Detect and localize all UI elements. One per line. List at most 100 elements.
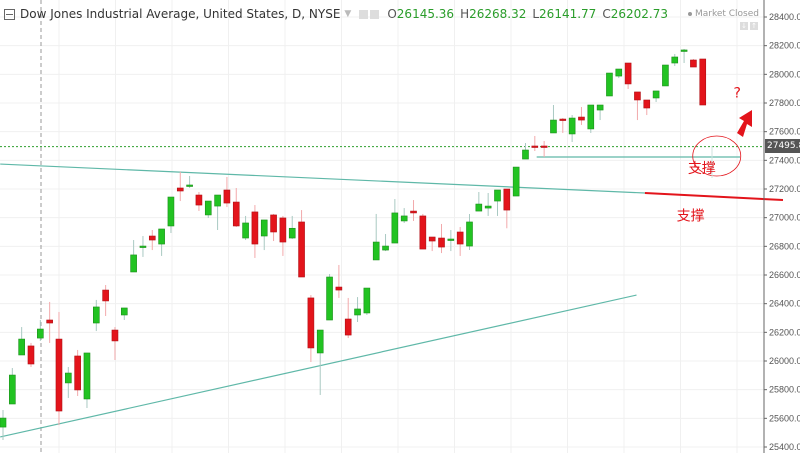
candle-up <box>260 219 268 237</box>
candle-up <box>382 245 389 251</box>
support-line-red <box>644 192 784 202</box>
candle-up <box>512 166 520 197</box>
candle-up <box>288 227 296 239</box>
candle-down <box>335 286 343 291</box>
candle-down <box>102 289 109 302</box>
candle-up <box>568 117 576 135</box>
lower-trendline <box>0 294 637 438</box>
candle-up <box>606 72 613 97</box>
candle-up <box>447 238 455 241</box>
candle-up <box>494 189 501 202</box>
axis-tick-label: 28400.00 <box>769 12 800 22</box>
candle-up <box>158 228 165 245</box>
candle-down <box>223 189 231 204</box>
candle-up <box>354 308 361 316</box>
symbol-title[interactable]: Dow Jones Industrial Average, United Sta… <box>20 7 341 21</box>
arrow-down-icon[interactable]: ↓ <box>740 22 748 30</box>
axis-tick-label: 25800.00 <box>769 385 800 395</box>
axis-tick-label: 27600.00 <box>769 127 800 137</box>
candle-up <box>671 56 679 64</box>
candle-up <box>615 68 623 77</box>
collapse-icon[interactable] <box>4 8 15 20</box>
candle-down <box>148 235 156 241</box>
candle-up <box>0 417 7 428</box>
candle-down <box>559 118 567 121</box>
candle-up <box>316 329 324 354</box>
grid <box>0 0 764 453</box>
candle-down <box>344 318 352 336</box>
support-label: 支撑 <box>688 161 716 177</box>
candle-down <box>251 211 259 245</box>
open-key: O <box>387 7 397 21</box>
candle-down <box>46 319 53 324</box>
support-circle <box>692 135 742 177</box>
candle-down <box>578 116 585 121</box>
candle-up <box>466 221 473 247</box>
candle-up <box>37 328 44 339</box>
candle-down <box>438 237 445 248</box>
candle-up <box>242 222 249 239</box>
candle-up <box>93 306 100 324</box>
market-status: Market Closed <box>687 9 759 19</box>
current-price-label: 27495.88 <box>765 139 800 153</box>
axis-tick-label: 28000.00 <box>769 69 800 79</box>
candle-down <box>307 297 315 349</box>
candle-up <box>391 212 399 244</box>
candle-up <box>372 241 380 261</box>
candle-down <box>456 231 464 245</box>
high-key: H <box>460 7 470 21</box>
price-axis[interactable]: 28400.00 28200.00 28000.00 27800.00 27600.00… <box>763 0 800 453</box>
candle-up <box>522 149 529 160</box>
candle-down <box>624 62 632 85</box>
upper-trendline <box>0 163 645 194</box>
candle-down <box>232 201 240 227</box>
gear-icon[interactable] <box>370 9 380 19</box>
candle-down <box>699 58 707 106</box>
candle-down <box>540 145 548 148</box>
candle-up <box>596 104 604 111</box>
candle-up <box>130 254 137 273</box>
question-mark-label: ? <box>734 85 741 101</box>
axis-tick-label: 28200.00 <box>769 41 800 51</box>
low-key: L <box>532 7 540 21</box>
axis-tick-label: 26200.00 <box>769 327 800 337</box>
candle-up <box>167 196 175 227</box>
close-key: C <box>602 7 611 21</box>
candle-up <box>9 374 16 405</box>
candle-down <box>643 99 651 109</box>
candle-down <box>634 91 641 101</box>
candle-down <box>55 338 63 412</box>
axis-tick-label: 26400.00 <box>769 299 800 309</box>
candle-down <box>298 221 305 278</box>
candle-up <box>83 352 91 400</box>
high-value: 26268.32 <box>469 7 527 21</box>
candle-down <box>111 329 119 342</box>
candle-up <box>326 276 333 321</box>
candle-up <box>186 184 193 187</box>
arrow-up-icon[interactable]: ↑ <box>750 22 758 30</box>
scale-buttons: ↓ ↑ <box>740 22 758 30</box>
candle-up <box>484 205 492 209</box>
close-value: 26202.73 <box>610 7 668 21</box>
candle-up <box>587 104 595 130</box>
candle-down <box>419 215 427 250</box>
candle-up <box>400 215 408 222</box>
candle-down <box>503 188 511 211</box>
candle-up <box>652 90 660 99</box>
candle-up <box>120 307 128 316</box>
eye-icon[interactable] <box>359 9 369 19</box>
candle-down <box>270 214 277 233</box>
axis-tick-label: 27400.00 <box>769 155 800 165</box>
chevron-down-icon[interactable]: ▼ <box>344 9 352 19</box>
axis-tick-label: 25600.00 <box>769 413 800 423</box>
status-dot-icon <box>687 11 692 16</box>
axis-tick-label: 26800.00 <box>769 241 800 251</box>
candle-down <box>428 236 436 242</box>
candle-down <box>74 355 81 391</box>
candle-up <box>214 194 221 207</box>
candle-down <box>195 194 203 206</box>
candle-up <box>680 49 688 52</box>
axis-tick-label: 27200.00 <box>769 184 800 194</box>
